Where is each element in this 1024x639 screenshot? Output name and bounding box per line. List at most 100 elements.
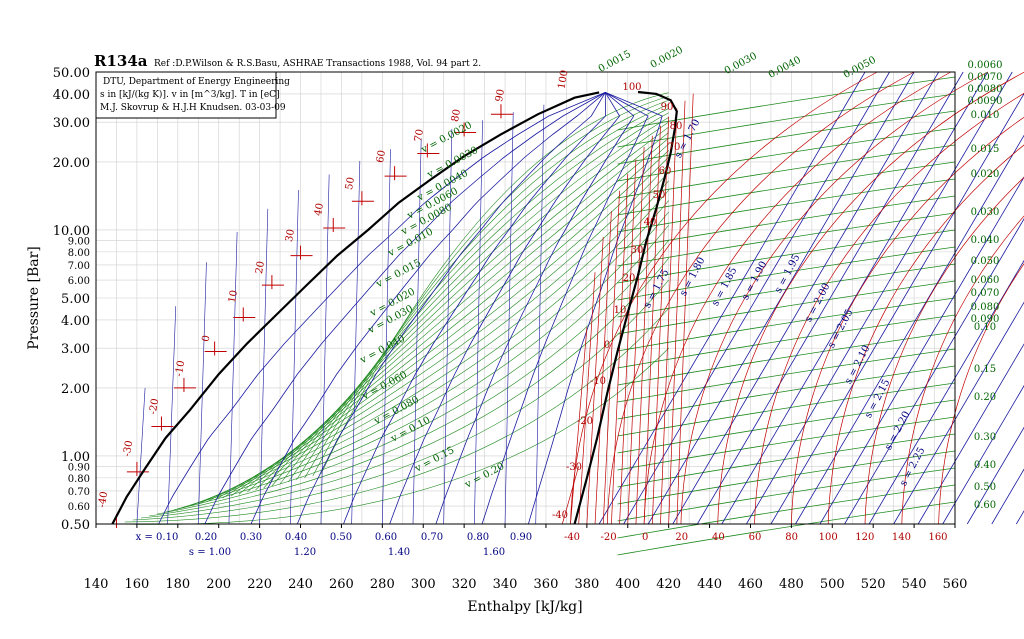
x-tick-label: 420 xyxy=(656,577,681,592)
isentrope-vapor xyxy=(647,71,915,525)
info-line-2: s in [kJ/(kg K)]. v in [m^3/kg]. T in [e… xyxy=(100,89,280,100)
isotherm-bottom-label: 100 xyxy=(819,532,838,543)
isotherm-superheat xyxy=(864,177,1024,525)
x-tick-label: 240 xyxy=(288,577,313,592)
isentrope-liquid xyxy=(412,138,422,525)
y-axis-label: Pressure [Bar] xyxy=(26,246,42,349)
x-tick-label: 260 xyxy=(329,577,354,592)
quality-line xyxy=(528,92,663,525)
isotherm-superheat xyxy=(791,116,1024,525)
volume-label: v = 0.15 xyxy=(413,445,457,475)
isochore-twophase xyxy=(247,132,669,493)
x-tick-label: 180 xyxy=(165,577,190,592)
isotherm-bottom-label: 0 xyxy=(642,532,648,543)
isochore-vapor xyxy=(617,229,956,284)
volume-top-label: 0.0070 xyxy=(968,72,1003,83)
isotherm-bottom-label: 60 xyxy=(749,532,762,543)
saturated-vapor-line xyxy=(573,90,678,525)
isochore-twophase xyxy=(288,108,669,483)
isochore-twophase xyxy=(304,99,669,479)
isotherm-vapor-label: -10 xyxy=(590,376,606,387)
entropy-label: s = 2.05 xyxy=(826,308,855,350)
quality-label: 0.20 xyxy=(195,532,217,543)
quality-label: 0.90 xyxy=(510,532,532,543)
isochore-vapor xyxy=(617,297,956,352)
isotherm-vapor xyxy=(611,173,629,525)
x-tick-label: 140 xyxy=(84,577,109,592)
entropy-bottom-label: 1.20 xyxy=(294,547,316,558)
y-tick-label-minor: 0.70 xyxy=(68,487,90,498)
isentrope-liquid xyxy=(535,104,545,525)
isentrope-vapor xyxy=(696,71,964,525)
isotherm-vapor xyxy=(660,108,678,525)
isotherm-vapor-label: 100 xyxy=(622,82,641,93)
isochores xyxy=(116,76,956,556)
isotherm-vapor xyxy=(651,116,670,525)
isochore-twophase xyxy=(116,347,669,525)
entropy-label: s = 1.90 xyxy=(740,260,769,302)
volume-right-label: 0.15 xyxy=(974,364,996,375)
info-box: DTU, Department of Energy Engineering s … xyxy=(95,71,290,119)
isotherm-vapor xyxy=(578,272,596,525)
isotherm-superheat xyxy=(901,215,1024,525)
isochore-vapor xyxy=(617,314,956,369)
x-tick-label: 540 xyxy=(902,577,927,592)
info-line-1: DTU, Department of Energy Engineering xyxy=(103,77,290,87)
isentrope-vapor xyxy=(623,71,890,525)
isotherm-superheat xyxy=(570,71,878,525)
axis-ticks: 140 160 180 200 220 240 260 280 300 320 340 360 380 4… xyxy=(53,66,968,592)
isentrope-liquid xyxy=(320,174,330,525)
isentrope-vapor xyxy=(917,343,1024,525)
isochore-vapor xyxy=(617,467,956,522)
isentrope-liquid xyxy=(136,387,146,525)
isentrope-vapor xyxy=(844,218,1024,525)
isotherm-vapor xyxy=(635,135,653,525)
isochore-vapor xyxy=(617,93,956,148)
isochore-twophase xyxy=(271,117,669,487)
quality-label: 0.60 xyxy=(375,532,397,543)
volume-top-label: 0.0020 xyxy=(649,45,685,71)
y-tick-label: 2.00 xyxy=(61,382,90,397)
saturation-dome xyxy=(111,90,678,525)
x-tick-label: 340 xyxy=(493,577,518,592)
isochore-vapor xyxy=(617,450,956,505)
isotherm-vapor-label: 10 xyxy=(614,305,627,316)
isochore-vapor xyxy=(617,76,956,131)
isochore-vapor xyxy=(617,365,956,420)
x-tick-label: 560 xyxy=(943,577,968,592)
y-tick-label-minor: 0.90 xyxy=(68,462,90,473)
isentrope-vapor xyxy=(598,71,866,525)
isentrope-vapor xyxy=(819,176,1024,525)
isotherm-label: -20 xyxy=(148,398,162,416)
isotherm-vapor-label: 20 xyxy=(623,273,636,284)
isochore-vapor xyxy=(617,331,956,386)
isentrope-liquid xyxy=(289,190,299,525)
isentropes xyxy=(136,71,1024,525)
isotherm-label: 80 xyxy=(450,108,463,122)
volume-right-label: 0.050 xyxy=(971,256,1000,267)
x-tick-label: 480 xyxy=(779,577,804,592)
isochore-twophase xyxy=(173,200,669,511)
quality-line xyxy=(481,92,649,525)
isotherm-label: 100 xyxy=(556,69,570,90)
isentrope-vapor xyxy=(746,71,1013,525)
isotherm-vapor xyxy=(643,125,661,525)
isochore-vapor xyxy=(617,484,956,539)
chart-title: R134a xyxy=(94,52,148,70)
chart-reference: Ref :D.P.Wilson & R.S.Basu, ASHRAE Trans… xyxy=(154,59,481,69)
isentrope-vapor xyxy=(1016,510,1024,525)
x-tick-label: 320 xyxy=(452,577,477,592)
x-tick-label: 460 xyxy=(738,577,763,592)
isochore-vapor xyxy=(617,246,956,301)
isentrope-liquid xyxy=(351,160,361,525)
y-tick-label-minor: 6.00 xyxy=(68,276,90,287)
plot-frame xyxy=(95,71,956,525)
volume-right-label: 0.010 xyxy=(971,110,1000,121)
info-line-3: M.J. Skovrup & H.J.H Knudsen. 03-03-09 xyxy=(100,103,286,113)
isotherm-bottom-label: 80 xyxy=(785,532,798,543)
y-tick-label-minor: 8.00 xyxy=(68,248,90,259)
y-tick-label: 0.50 xyxy=(61,518,90,533)
y-tick-label-minor: 0.80 xyxy=(68,474,90,485)
isochore-twophase xyxy=(279,112,669,485)
